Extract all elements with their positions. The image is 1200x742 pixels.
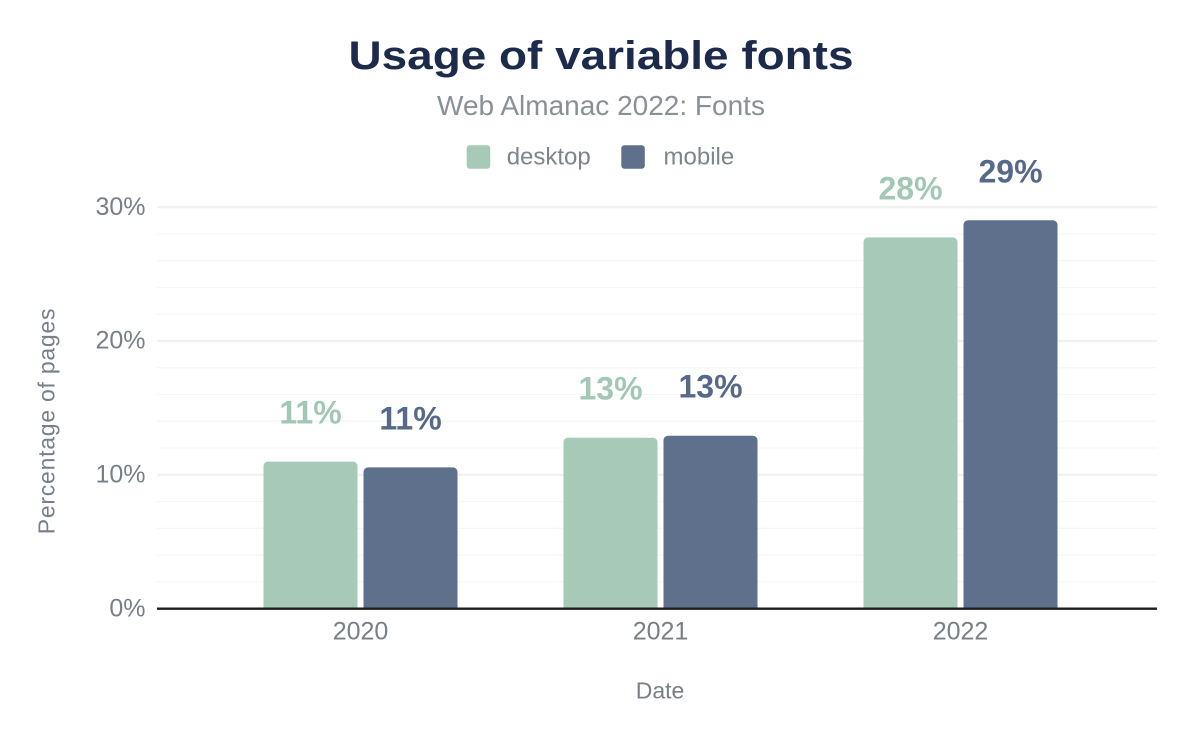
svg-text:desktop: desktop <box>507 144 591 171</box>
svg-text:20%: 20% <box>95 327 145 355</box>
svg-text:Percentage of pages: Percentage of pages <box>34 308 60 535</box>
svg-text:2020: 2020 <box>333 617 389 645</box>
svg-text:Date: Date <box>636 677 685 703</box>
svg-text:28%: 28% <box>878 170 942 206</box>
svg-text:0%: 0% <box>109 594 145 622</box>
svg-text:mobile: mobile <box>664 144 735 171</box>
svg-text:29%: 29% <box>978 153 1042 189</box>
svg-text:11%: 11% <box>279 395 341 431</box>
svg-text:2022: 2022 <box>933 617 989 645</box>
svg-text:13%: 13% <box>678 369 742 405</box>
svg-text:13%: 13% <box>578 371 642 407</box>
svg-text:2021: 2021 <box>633 617 689 645</box>
svg-text:30%: 30% <box>95 193 145 221</box>
svg-text:Usage of variable fonts: Usage of variable fonts <box>349 34 854 78</box>
svg-text:11%: 11% <box>379 400 441 436</box>
svg-text:Web Almanac 2022: Fonts: Web Almanac 2022: Fonts <box>437 90 765 121</box>
svg-text:10%: 10% <box>95 461 145 489</box>
